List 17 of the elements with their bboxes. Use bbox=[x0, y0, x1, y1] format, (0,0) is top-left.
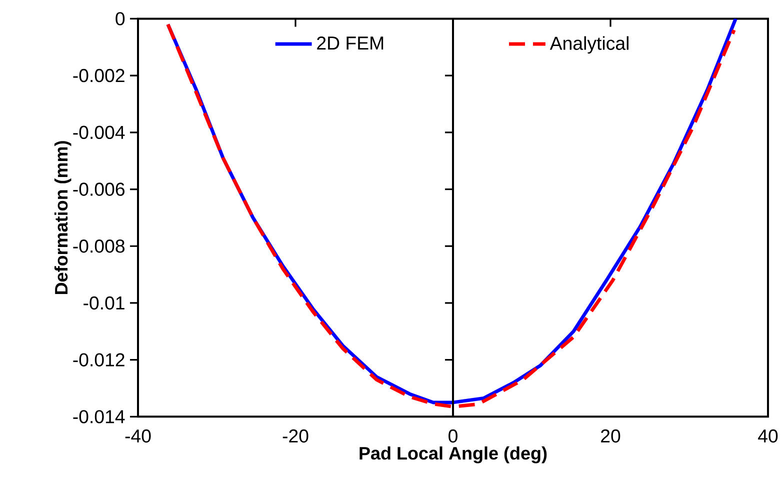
legend-label: Analytical bbox=[550, 36, 628, 54]
y-axis-title: Deformation (mm) bbox=[54, 141, 72, 294]
y-tick-label: -0.006 bbox=[73, 182, 124, 196]
y-tick-label: -0.002 bbox=[73, 68, 124, 82]
x-tick-label: 20 bbox=[601, 429, 620, 443]
x-tick-label: -40 bbox=[125, 429, 151, 443]
y-tick-label: -0.01 bbox=[84, 296, 124, 310]
x-axis-title: Pad Local Angle (deg) bbox=[360, 446, 547, 464]
y-tick-label: -0.008 bbox=[73, 239, 124, 253]
y-tick-label: -0.004 bbox=[73, 126, 125, 140]
x-tick-label: -20 bbox=[282, 429, 308, 443]
y-tick-label: -0.014 bbox=[73, 410, 125, 424]
x-tick-label: 0 bbox=[448, 429, 458, 443]
legend-label: 2D FEM bbox=[317, 36, 384, 50]
x-tick-label: 40 bbox=[758, 429, 778, 443]
y-tick-label: -0.012 bbox=[73, 353, 124, 366]
y-tick-label: 0 bbox=[116, 12, 125, 26]
